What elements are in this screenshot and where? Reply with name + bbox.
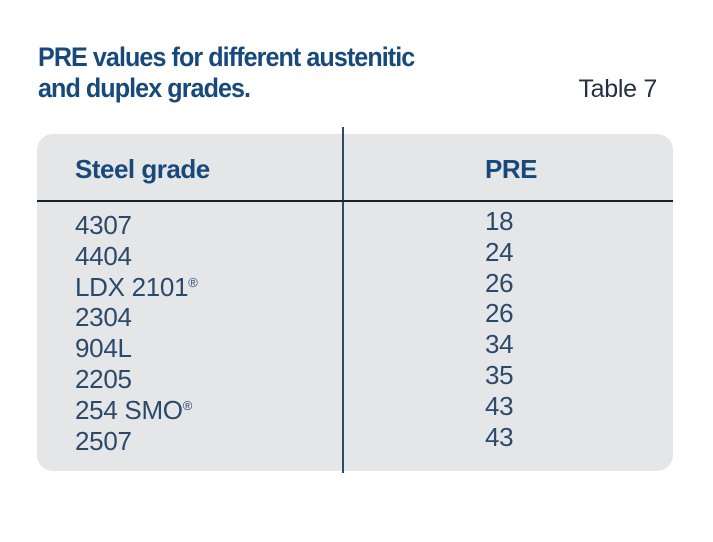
pre-value-cell: 26 (485, 298, 514, 329)
steel-grade-value: 2304 (75, 302, 132, 333)
steel-grade-value: 2507 (75, 425, 132, 456)
steel-grade-value: 904L (75, 333, 132, 364)
steel-grade-cell: LDX 2101® (75, 268, 198, 303)
table-row: LDX 2101® 26 (37, 267, 673, 302)
steel-grade-cell: 254 SMO® (75, 391, 192, 426)
pre-value-cell: 18 (485, 206, 514, 236)
steel-grade-cell: 2205 (75, 360, 132, 395)
pre-value-cell: 24 (485, 236, 514, 267)
steel-grade-cell: 4404 (75, 237, 132, 272)
table-row: 2205 35 (37, 359, 673, 394)
steel-grade-cell: 4307 (75, 206, 132, 241)
steel-grade-cell: 904L (75, 329, 132, 364)
steel-grade-value: 254 SMO (75, 394, 183, 425)
steel-grade-cell: 2507 (75, 422, 132, 457)
pre-value-cell: 34 (485, 329, 514, 360)
column-header-steel-grade: Steel grade (75, 154, 210, 184)
steel-grade-value: 2205 (75, 363, 132, 394)
document-title-line2: and duplex grades. (38, 73, 251, 103)
pre-value-cell: 43 (485, 390, 514, 421)
column-header-pre: PRE (485, 154, 537, 184)
header-rule-line (37, 200, 673, 202)
registered-mark: ® (182, 397, 193, 413)
document-title-line1: PRE values for different austenitic (38, 42, 415, 72)
pre-value-cell: 43 (485, 421, 514, 452)
registered-mark: ® (188, 274, 198, 290)
table-row: 254 SMO® 43 (37, 390, 673, 425)
table-body: 4307 18 4404 24 LDX 2101® 26 2304 26 904… (37, 206, 673, 456)
steel-grade-value: LDX 2101 (75, 271, 189, 302)
document-title: PRE values for different austenitic and … (38, 42, 415, 104)
pre-value-cell: 26 (485, 267, 514, 298)
table-row: 904L 34 (37, 329, 673, 363)
column-divider-line (342, 127, 344, 473)
pre-value-cell: 35 (485, 359, 514, 390)
table-row: 2304 26 (37, 298, 673, 332)
table-row: 2507 43 (37, 421, 673, 456)
steel-grade-value: 4404 (75, 240, 132, 271)
pre-values-table: Steel grade PRE 4307 18 4404 24 LDX 2101… (37, 127, 673, 473)
table-caption: Table 7 (578, 75, 657, 103)
table-row: 4404 24 (37, 236, 673, 271)
steel-grade-cell: 2304 (75, 298, 132, 333)
steel-grade-value: 4307 (75, 210, 132, 240)
table-row: 4307 18 (37, 206, 673, 240)
